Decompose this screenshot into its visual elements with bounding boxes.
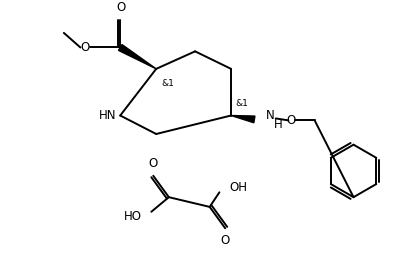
Polygon shape xyxy=(118,44,156,69)
Text: O: O xyxy=(116,1,126,14)
Text: O: O xyxy=(287,114,296,127)
Text: N: N xyxy=(266,109,275,122)
Text: OH: OH xyxy=(229,181,247,194)
Text: HO: HO xyxy=(124,210,142,223)
Text: HN: HN xyxy=(99,109,116,122)
Text: O: O xyxy=(81,41,90,54)
Text: O: O xyxy=(148,157,158,170)
Text: H: H xyxy=(274,118,283,131)
Text: &1: &1 xyxy=(161,79,174,88)
Text: O: O xyxy=(221,234,230,247)
Text: &1: &1 xyxy=(235,99,248,108)
Polygon shape xyxy=(231,115,255,123)
